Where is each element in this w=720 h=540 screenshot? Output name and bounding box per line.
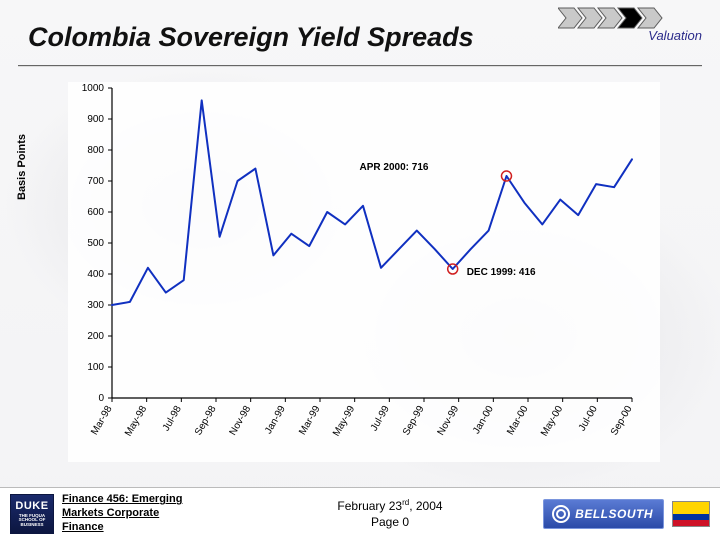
svg-text:Mar-99: Mar-99 — [297, 404, 323, 437]
footer-center: February 23rd, 2004 Page 0 — [290, 498, 490, 530]
flag-yellow — [673, 502, 709, 514]
course-line-3: Finance — [62, 521, 104, 533]
duke-logo: DUKE THE FUQUA SCHOOL OF BUSINESS — [10, 494, 54, 534]
bellsouth-ring-icon — [552, 505, 570, 523]
svg-text:APR 2000: 716: APR 2000: 716 — [360, 162, 429, 173]
section-label: Valuation — [648, 28, 702, 43]
svg-text:Jul-98: Jul-98 — [161, 404, 184, 433]
footer: DUKE THE FUQUA SCHOOL OF BUSINESS Financ… — [0, 487, 720, 540]
svg-text:500: 500 — [87, 238, 104, 249]
svg-text:May-99: May-99 — [331, 404, 357, 439]
svg-text:Jan-99: Jan-99 — [263, 404, 288, 436]
svg-text:Sep-98: Sep-98 — [193, 404, 219, 438]
duke-logo-top: DUKE — [15, 501, 48, 512]
y-axis-label: Basis Points — [16, 134, 28, 200]
svg-text:200: 200 — [87, 331, 104, 342]
svg-text:Nov-98: Nov-98 — [228, 404, 254, 438]
course-line-1: Finance 456: Emerging — [62, 493, 182, 505]
header-chevron-flag — [558, 6, 666, 30]
sponsor-badge: BELLSOUTH — [543, 499, 664, 529]
svg-text:Jul-00: Jul-00 — [577, 404, 600, 433]
chart-container: 0 100 200 300 400 500 600 700 800 900 1000 Mar-98 Ma… — [68, 82, 660, 462]
sponsor-name: BELLSOUTH — [575, 507, 653, 521]
svg-text:DEC 1999: 416: DEC 1999: 416 — [467, 267, 536, 278]
svg-text:700: 700 — [87, 176, 104, 187]
chart-svg: 0 100 200 300 400 500 600 700 800 900 1000 Mar-98 Ma… — [68, 82, 660, 462]
svg-text:Mar-98: Mar-98 — [89, 404, 115, 437]
svg-text:Jan-00: Jan-00 — [471, 404, 496, 436]
svg-text:600: 600 — [87, 207, 104, 218]
title-rule — [18, 65, 702, 67]
page-title: Colombia Sovereign Yield Spreads — [28, 22, 474, 53]
course-title: Finance 456: Emerging Markets Corporate … — [62, 493, 182, 534]
footer-left: DUKE THE FUQUA SCHOOL OF BUSINESS Financ… — [0, 493, 290, 534]
svg-text:1000: 1000 — [82, 83, 105, 94]
svg-text:900: 900 — [87, 114, 104, 125]
svg-text:May-00: May-00 — [539, 404, 565, 439]
svg-text:Mar-00: Mar-00 — [505, 404, 531, 437]
course-line-2: Markets Corporate — [62, 507, 159, 519]
svg-text:Nov-99: Nov-99 — [436, 404, 462, 438]
svg-text:800: 800 — [87, 145, 104, 156]
footer-right: BELLSOUTH — [490, 499, 720, 529]
colombia-flag-icon — [672, 501, 710, 527]
svg-text:100: 100 — [87, 362, 104, 373]
svg-text:Jul-99: Jul-99 — [369, 404, 392, 433]
svg-text:May-98: May-98 — [123, 404, 149, 439]
footer-date: February 23rd, 2004 — [337, 499, 442, 513]
svg-text:Sep-99: Sep-99 — [401, 404, 427, 438]
svg-text:0: 0 — [98, 393, 104, 404]
footer-page: Page 0 — [371, 515, 409, 529]
svg-text:400: 400 — [87, 269, 104, 280]
duke-logo-bottom: THE FUQUA SCHOOL OF BUSINESS — [11, 514, 53, 528]
slide-root: Colombia Sovereign Yield Spreads Valuati… — [0, 0, 720, 540]
svg-text:300: 300 — [87, 300, 104, 311]
svg-text:Sep-00: Sep-00 — [609, 404, 635, 438]
flag-red — [673, 520, 709, 526]
